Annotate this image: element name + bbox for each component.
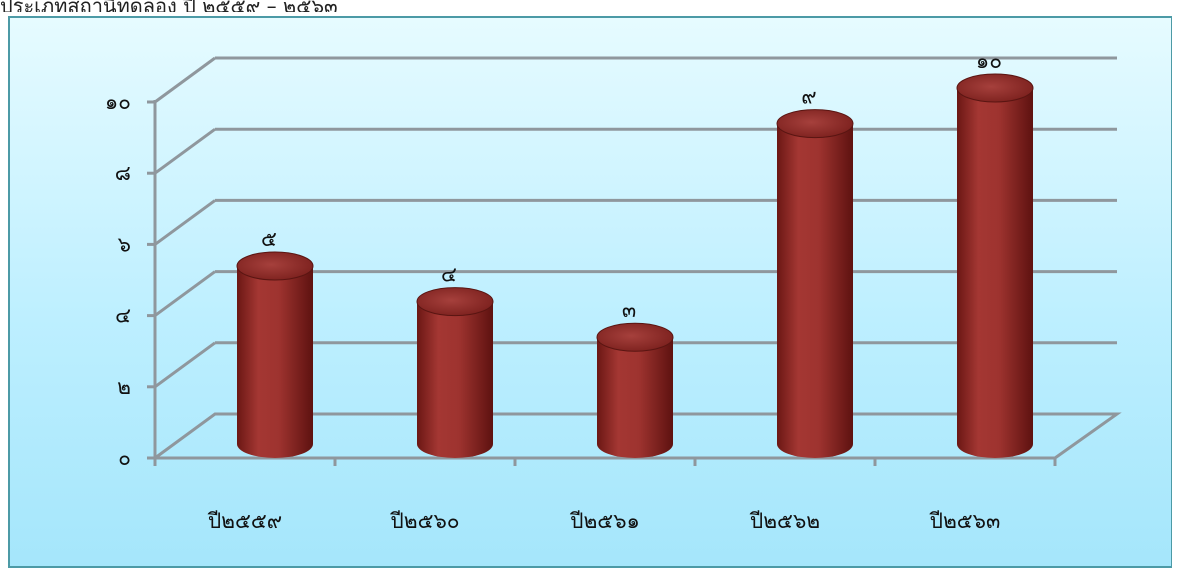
x-tick-label: ปี๒๕๖๒ bbox=[749, 509, 820, 533]
bar bbox=[956, 73, 1034, 458]
gridline-side bbox=[154, 199, 216, 246]
bar-body bbox=[957, 88, 1033, 458]
data-label: ๙ bbox=[801, 85, 816, 109]
bar bbox=[236, 251, 314, 458]
x-tick-label: ปี๒๕๖๑ bbox=[569, 509, 639, 533]
bar-body bbox=[597, 337, 673, 458]
bar-top bbox=[416, 287, 494, 317]
y-tick-label: ๐ bbox=[118, 446, 131, 470]
gridline-side bbox=[154, 127, 216, 175]
bar-top bbox=[596, 322, 674, 352]
y-tick-label: ๑๐ bbox=[105, 90, 131, 114]
bar bbox=[416, 287, 494, 458]
bar-body bbox=[417, 301, 493, 458]
y-tick-label: ๒ bbox=[117, 375, 131, 399]
x-tick-label: ปี๒๕๖๓ bbox=[929, 509, 1000, 533]
data-label: ๕ bbox=[261, 227, 277, 251]
data-label: ๑๐ bbox=[976, 49, 1002, 73]
gridline-side bbox=[154, 270, 216, 317]
bar-top bbox=[236, 251, 314, 281]
y-tick-label: ๔ bbox=[115, 304, 131, 328]
y-tick-label: ๘ bbox=[115, 161, 131, 185]
bar bbox=[596, 322, 674, 458]
bars-layer bbox=[236, 73, 1034, 458]
gridline-side bbox=[154, 341, 216, 389]
bar bbox=[776, 109, 854, 458]
bar-body bbox=[237, 266, 313, 458]
y-tick-label: ๖ bbox=[118, 232, 131, 256]
data-label: ๔ bbox=[441, 263, 457, 287]
bar-top bbox=[776, 109, 854, 139]
bar-body bbox=[777, 123, 853, 458]
bar-top bbox=[956, 73, 1034, 103]
x-tick-label: ปี๒๕๖๐ bbox=[390, 509, 460, 533]
data-label: ๓ bbox=[622, 298, 636, 322]
axis-layer bbox=[147, 100, 1057, 466]
top-caption: ประเภทสถานีทดลอง ปี ๒๕๕๙ – ๒๕๖๓ bbox=[0, 0, 338, 12]
gridline-side bbox=[154, 56, 216, 104]
x-tick-label: ปี๒๕๕๙ bbox=[207, 509, 282, 533]
